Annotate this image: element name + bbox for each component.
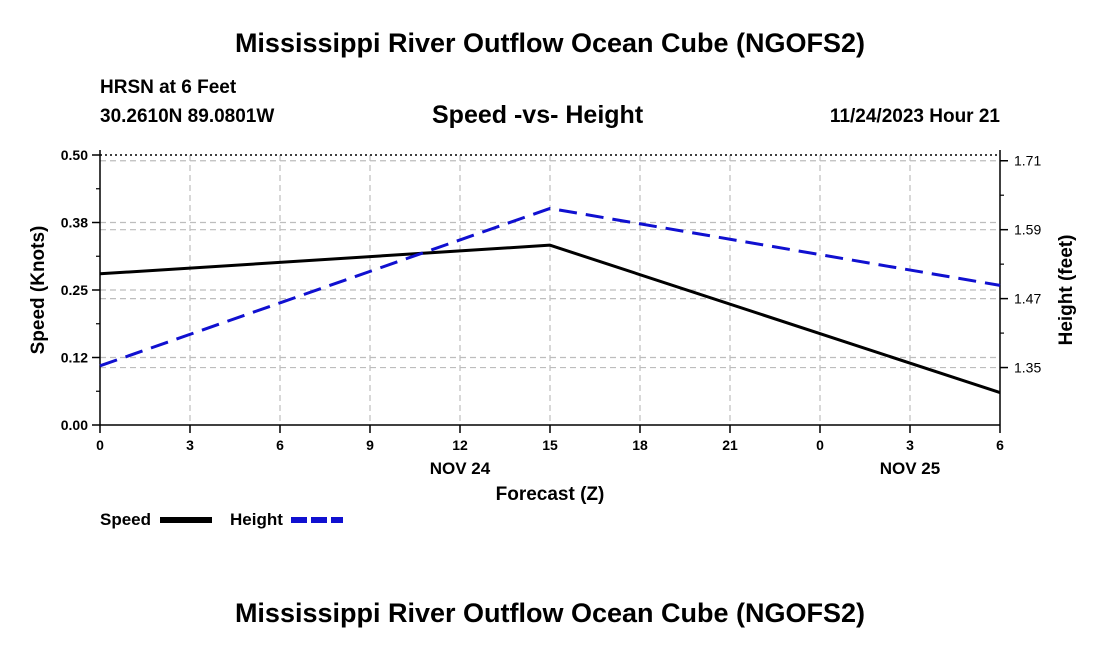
y-axis-title: Speed (Knots) <box>28 226 49 355</box>
series-line-height <box>99 206 1001 368</box>
y2-tick-label: 1.35 <box>1014 360 1041 376</box>
y-tick-label: 0.38 <box>61 215 88 231</box>
x-tick-label: 15 <box>542 437 558 453</box>
series-line-speed <box>99 243 1001 395</box>
chart-subtitle: Speed -vs- Height <box>432 101 644 129</box>
x-tick-label: 6 <box>996 437 1004 453</box>
x-tick-label: 18 <box>632 437 648 453</box>
x-tick-label: 12 <box>452 437 468 453</box>
y2-axis-title: Height (feet) <box>1056 235 1077 346</box>
y2-tick-label: 1.71 <box>1014 153 1041 169</box>
y-tick-label: 0.12 <box>61 350 88 366</box>
x-tick-label: 0 <box>816 437 824 453</box>
station-label: HRSN at 6 Feet <box>100 77 237 98</box>
y-tick-label: 0.25 <box>61 282 88 298</box>
x-tick-label: 6 <box>276 437 284 453</box>
datetime-label: 11/24/2023 Hour 21 <box>829 106 1000 127</box>
y2-tick-label: 1.47 <box>1014 291 1041 307</box>
x-tick-label: 9 <box>366 437 374 453</box>
x-tick-label: 0 <box>96 437 104 453</box>
location-label: 30.2610N 89.0801W <box>100 106 275 127</box>
x-date-label: NOV 24 <box>430 459 491 478</box>
y2-tick-label: 1.59 <box>1014 222 1041 238</box>
x-tick-label: 3 <box>186 437 194 453</box>
x-axis-title: Forecast (Z) <box>496 484 605 505</box>
legend-label-speed: Speed <box>100 510 151 529</box>
y-tick-label: 0.00 <box>61 417 88 433</box>
y-tick-label: 0.50 <box>61 147 88 163</box>
page-title-top: Mississippi River Outflow Ocean Cube (NG… <box>234 28 866 58</box>
x-tick-label: 3 <box>906 437 914 453</box>
legend-label-height: Height <box>230 510 283 529</box>
x-date-label: NOV 25 <box>880 459 940 478</box>
x-tick-label: 21 <box>722 437 738 453</box>
page-title-bottom: Mississippi River Outflow Ocean Cube (NG… <box>234 598 866 628</box>
